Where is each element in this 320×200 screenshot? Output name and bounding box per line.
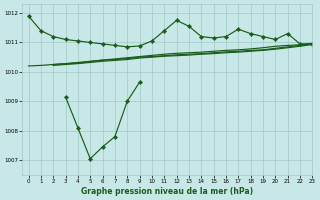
X-axis label: Graphe pression niveau de la mer (hPa): Graphe pression niveau de la mer (hPa) (81, 187, 253, 196)
